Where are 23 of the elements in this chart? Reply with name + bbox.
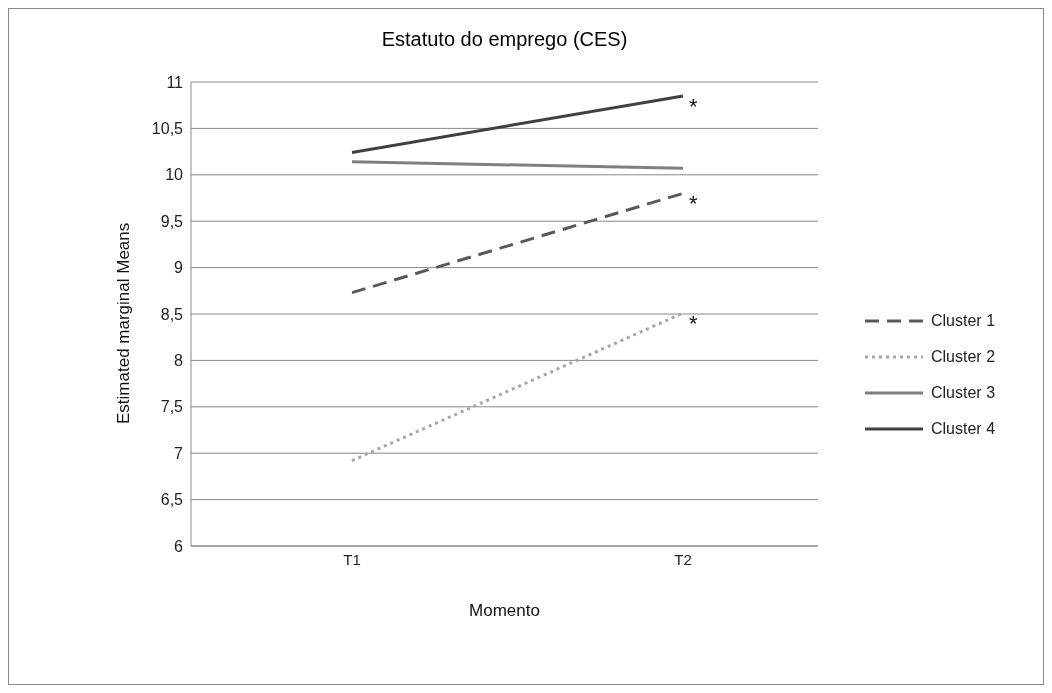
x-tick-label: T2: [674, 550, 692, 568]
legend-label: Cluster 3: [931, 384, 996, 402]
x-axis-title: Momento: [469, 601, 540, 620]
legend-label: Cluster 2: [931, 348, 996, 366]
y-tick-label: 6,5: [160, 491, 184, 509]
chart-title: Estatuto do emprego (CES): [380, 28, 629, 51]
y-tick-label: 10: [165, 166, 184, 184]
y-axis-title: Estimated marginal Means: [114, 222, 134, 424]
y-tick-label: 7,5: [160, 398, 184, 416]
annotation: *: [689, 191, 698, 217]
y-tick-label: 7: [174, 444, 184, 462]
annotation: *: [689, 310, 698, 336]
annotation: *: [689, 93, 698, 119]
y-tick-label: 11: [166, 73, 184, 91]
legend-label: Cluster 4: [931, 420, 996, 438]
y-tick-label: 8,5: [160, 305, 184, 323]
y-tick-label: 9: [174, 259, 184, 277]
x-tick-label: T1: [343, 550, 361, 568]
y-tick-label: 6: [174, 537, 184, 555]
legend-label: Cluster 1: [931, 312, 996, 330]
y-tick-label: 9,5: [160, 212, 184, 230]
y-tick-label: 8: [174, 352, 184, 370]
y-tick-label: 10,5: [151, 120, 184, 138]
